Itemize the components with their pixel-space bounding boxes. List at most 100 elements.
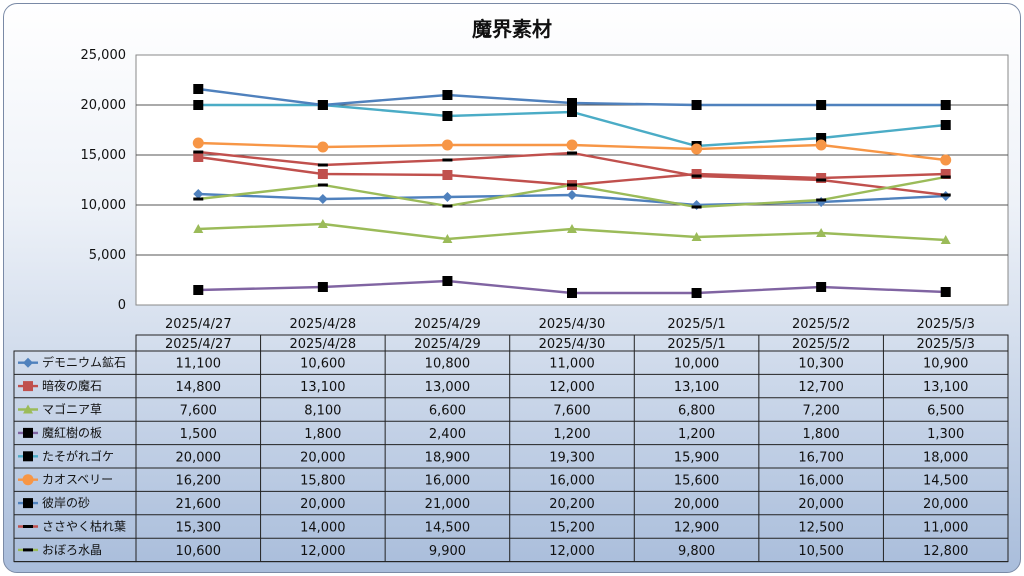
data-point bbox=[317, 100, 328, 110]
data-point bbox=[940, 287, 951, 297]
data-point bbox=[23, 404, 33, 414]
data-point bbox=[940, 169, 951, 179]
table-value-cell: 1,200 bbox=[553, 427, 590, 442]
table-value-cell: 11,100 bbox=[176, 357, 222, 372]
table-header-cell: 2025/4/29 bbox=[414, 337, 481, 352]
table-value-cell: 15,800 bbox=[300, 474, 346, 489]
table-value-cell: 7,600 bbox=[180, 404, 217, 419]
y-tick-label: 5,000 bbox=[89, 248, 126, 263]
table-value-cell: 1,200 bbox=[678, 427, 715, 442]
data-point bbox=[940, 154, 952, 166]
table-value-cell: 14,500 bbox=[425, 521, 471, 536]
series-name: ささやく枯れ葉 bbox=[42, 519, 126, 534]
series-name: おぼろ水晶 bbox=[42, 543, 102, 557]
table-value-cell: 10,000 bbox=[674, 357, 720, 372]
table-value-cell: 13,100 bbox=[300, 380, 346, 395]
data-point bbox=[691, 205, 702, 209]
data-point bbox=[442, 170, 453, 180]
data-point bbox=[441, 139, 453, 151]
table-value-cell: 13,000 bbox=[425, 380, 471, 395]
table-value-cell: 19,300 bbox=[549, 450, 595, 465]
data-point bbox=[691, 232, 702, 241]
legend-key bbox=[18, 381, 38, 392]
table-value-cell: 1,300 bbox=[927, 427, 964, 442]
table-header-cell: 2025/5/2 bbox=[792, 337, 850, 352]
x-tick-label: 2025/4/29 bbox=[414, 317, 481, 332]
table-value-cell: 12,800 bbox=[923, 544, 969, 559]
table-value-cell: 1,800 bbox=[803, 427, 840, 442]
table-value-cell: 10,600 bbox=[176, 544, 222, 559]
table-value-cell: 12,000 bbox=[549, 544, 595, 559]
data-point bbox=[193, 224, 204, 233]
table-value-cell: 16,000 bbox=[425, 474, 471, 489]
data-point bbox=[442, 204, 453, 208]
data-point bbox=[816, 133, 827, 143]
data-point bbox=[816, 228, 827, 237]
table-value-cell: 9,800 bbox=[678, 544, 715, 559]
data-point bbox=[317, 163, 328, 167]
series-3 bbox=[193, 219, 951, 244]
series-lines bbox=[192, 84, 952, 298]
data-point bbox=[816, 173, 827, 183]
legend-key bbox=[18, 474, 38, 486]
table-value-cell: 14,000 bbox=[300, 521, 346, 536]
data-point bbox=[691, 169, 702, 179]
data-point bbox=[567, 98, 577, 108]
table-header-cell: 2025/5/3 bbox=[917, 337, 975, 352]
data-point bbox=[442, 158, 453, 162]
x-tick-label: 2025/5/1 bbox=[667, 317, 725, 332]
table-value-cell: 15,600 bbox=[674, 474, 720, 489]
series-6 bbox=[192, 137, 952, 166]
chart-frame: 魔界素材 0 5,000 10,000 15,000 20,000 25,000 2025… bbox=[3, 3, 1021, 573]
x-axis-ticks: 2025/4/27 2025/4/28 2025/4/29 2025/4/30 2025… bbox=[165, 317, 975, 332]
data-point bbox=[317, 183, 328, 187]
data-point bbox=[691, 288, 702, 298]
data-point bbox=[815, 139, 827, 151]
data-point bbox=[816, 100, 827, 110]
data-point bbox=[23, 381, 33, 392]
y-tick-label: 10,000 bbox=[81, 198, 127, 213]
line-chart: 魔界素材 0 5,000 10,000 15,000 20,000 25,000 2025… bbox=[13, 17, 1009, 563]
data-point bbox=[442, 276, 453, 286]
legend-key bbox=[18, 357, 38, 368]
table-value-cell: 12,700 bbox=[798, 380, 844, 395]
data-point bbox=[567, 288, 577, 298]
data-point bbox=[23, 357, 33, 368]
data-point bbox=[23, 498, 33, 509]
data-point bbox=[23, 427, 33, 438]
table-value-cell: 12,500 bbox=[798, 521, 844, 536]
table-header-cell: 2025/4/30 bbox=[539, 337, 606, 352]
series-9 bbox=[193, 175, 951, 209]
table-value-cell: 15,900 bbox=[674, 450, 720, 465]
series-name: デモニウム鉱石 bbox=[42, 355, 126, 370]
table-value-cell: 15,300 bbox=[176, 521, 222, 536]
table-value-cell: 7,200 bbox=[803, 404, 840, 419]
data-point bbox=[816, 282, 827, 292]
series-7 bbox=[193, 84, 951, 110]
data-point bbox=[193, 189, 204, 199]
table-value-cell: 14,800 bbox=[176, 380, 222, 395]
data-point bbox=[567, 107, 577, 117]
table-value-cell: 18,900 bbox=[425, 450, 471, 465]
x-tick-label: 2025/5/3 bbox=[917, 317, 975, 332]
data-table: 2025/4/27 2025/4/28 2025/4/29 2025/4/30 2025… bbox=[13, 334, 1009, 563]
table-header-cell: 2025/4/27 bbox=[165, 337, 232, 352]
data-point bbox=[691, 174, 702, 178]
legend-key bbox=[18, 498, 38, 509]
table-value-cell: 10,900 bbox=[923, 357, 969, 372]
table-value-cell: 20,000 bbox=[300, 497, 346, 512]
data-point bbox=[566, 139, 578, 151]
x-tick-label: 2025/4/27 bbox=[165, 317, 232, 332]
table-value-cell: 11,000 bbox=[549, 357, 595, 372]
data-point bbox=[691, 143, 703, 155]
data-point bbox=[567, 190, 577, 200]
x-tick-label: 2025/4/30 bbox=[539, 317, 606, 332]
data-point bbox=[193, 150, 204, 154]
table-value-cell: 20,200 bbox=[549, 497, 595, 512]
data-point bbox=[193, 100, 204, 110]
legend-key bbox=[18, 427, 38, 438]
table-value-cell: 1,800 bbox=[304, 427, 341, 442]
table-value-cell: 7,600 bbox=[553, 404, 590, 419]
table-header-cell: 2025/4/28 bbox=[290, 337, 357, 352]
table-value-cell: 20,000 bbox=[798, 497, 844, 512]
